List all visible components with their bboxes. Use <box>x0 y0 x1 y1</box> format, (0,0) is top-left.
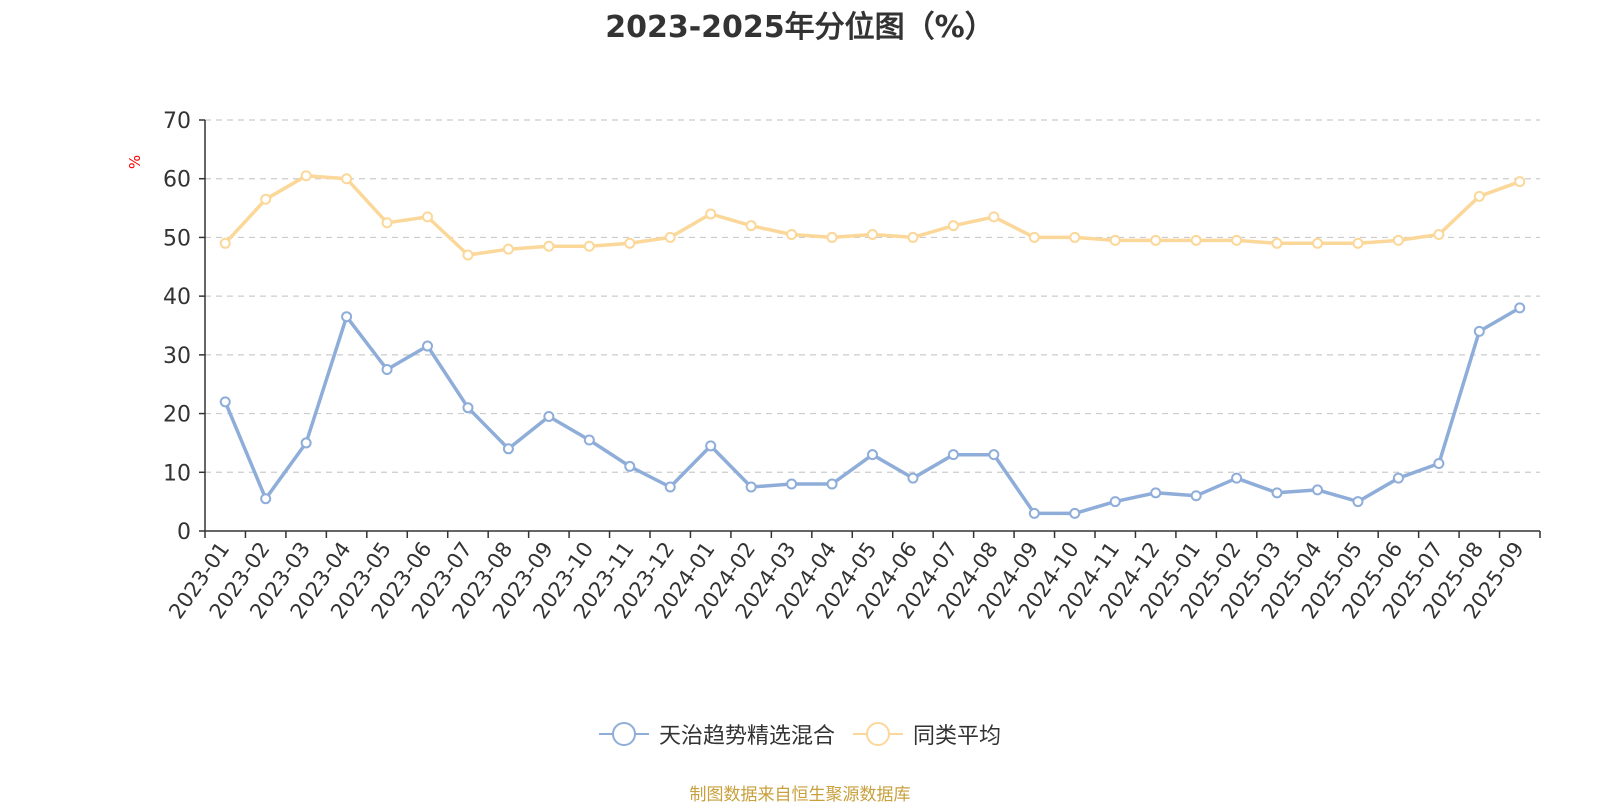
data-point-fund[interactable] <box>1514 302 1526 314</box>
data-point-average[interactable] <box>1433 228 1445 240</box>
data-point-average[interactable] <box>988 211 1000 223</box>
data-point-average[interactable] <box>502 243 514 255</box>
data-point-fund[interactable] <box>422 340 433 352</box>
data-point-average[interactable] <box>260 193 272 205</box>
data-point-fund[interactable] <box>543 411 555 423</box>
data-point-fund[interactable] <box>867 449 878 461</box>
data-point-fund[interactable] <box>260 493 272 505</box>
data-point-fund[interactable] <box>745 481 757 493</box>
data-source-note: 制图数据来自恒生聚源数据库 <box>689 785 911 805</box>
data-point-fund[interactable] <box>1028 507 1040 519</box>
data-point-fund[interactable] <box>1392 472 1404 484</box>
data-point-fund[interactable] <box>624 460 636 472</box>
data-point-fund[interactable] <box>502 443 514 455</box>
data-point-average[interactable] <box>1473 190 1485 202</box>
data-point-average[interactable] <box>1312 237 1323 249</box>
data-point-average[interactable] <box>786 228 798 240</box>
data-point-average[interactable] <box>947 220 959 232</box>
data-point-average[interactable] <box>300 170 312 182</box>
legend: 天治趋势精选混合 同类平均 <box>0 718 1600 750</box>
hollow-circle-icon <box>853 722 903 746</box>
y-tick-label: 20 <box>163 403 191 428</box>
data-point-average[interactable] <box>745 220 757 232</box>
data-point-average[interactable] <box>341 173 353 185</box>
data-point-fund[interactable] <box>1069 507 1081 519</box>
chart-title: 2023-2025年分位图（%） <box>605 10 995 45</box>
data-point-average[interactable] <box>826 231 838 243</box>
series-line-fund <box>223 306 1521 516</box>
data-point-fund[interactable] <box>583 434 595 446</box>
data-point-average[interactable] <box>664 231 676 243</box>
legend-label-average: 同类平均 <box>913 724 1002 749</box>
data-point-fund[interactable] <box>1150 487 1162 499</box>
data-point-average[interactable] <box>462 249 474 261</box>
y-tick-label: 60 <box>163 168 191 193</box>
data-point-fund[interactable] <box>907 472 919 484</box>
data-point-average[interactable] <box>1109 234 1121 246</box>
data-point-fund[interactable] <box>462 402 474 414</box>
data-point-fund[interactable] <box>381 364 393 376</box>
data-point-average[interactable] <box>1028 231 1040 243</box>
y-tick-label: 50 <box>163 226 191 251</box>
data-point-average[interactable] <box>1514 176 1526 188</box>
data-point-average[interactable] <box>543 240 555 252</box>
y-tick-label: 70 <box>163 109 191 134</box>
legend-label-fund: 天治趋势精选混合 <box>658 724 835 749</box>
data-point-average[interactable] <box>1150 234 1162 246</box>
data-point-average[interactable] <box>422 211 433 223</box>
data-point-fund[interactable] <box>300 437 312 449</box>
data-point-fund[interactable] <box>1109 496 1121 508</box>
data-point-fund[interactable] <box>1190 490 1202 502</box>
y-tick-label: 10 <box>163 461 191 486</box>
data-point-average[interactable] <box>1392 234 1404 246</box>
axes: 0102030405060702023-012023-022023-032023… <box>163 109 1541 623</box>
data-point-fund[interactable] <box>1473 325 1485 337</box>
data-point-average[interactable] <box>1352 237 1364 249</box>
data-point-fund[interactable] <box>826 478 838 490</box>
data-point-fund[interactable] <box>705 440 717 452</box>
data-point-fund[interactable] <box>1231 472 1243 484</box>
data-point-average[interactable] <box>907 231 919 243</box>
data-point-average[interactable] <box>1271 237 1283 249</box>
data-point-average[interactable] <box>624 237 636 249</box>
data-point-fund[interactable] <box>786 478 798 490</box>
legend-item-fund[interactable]: 天治趋势精选混合 <box>598 718 835 750</box>
y-tick-label: 0 <box>177 520 191 545</box>
data-point-fund[interactable] <box>947 449 959 461</box>
data-point-average[interactable] <box>705 208 717 220</box>
data-point-fund[interactable] <box>219 396 231 408</box>
legend-item-average[interactable]: 同类平均 <box>853 718 1001 750</box>
y-tick-label: 30 <box>163 344 191 369</box>
data-point-average[interactable] <box>1231 234 1243 246</box>
y-tick-label: 40 <box>163 285 191 310</box>
y-axis-unit-label: % <box>126 155 144 169</box>
data-point-average[interactable] <box>381 217 393 229</box>
hollow-circle-icon <box>598 722 649 746</box>
data-point-fund[interactable] <box>1312 484 1323 496</box>
data-point-average[interactable] <box>1069 231 1081 243</box>
data-point-fund[interactable] <box>1433 457 1445 469</box>
data-point-fund[interactable] <box>664 481 676 493</box>
data-point-average[interactable] <box>867 228 878 240</box>
data-point-average[interactable] <box>1190 234 1202 246</box>
data-point-fund[interactable] <box>341 311 353 323</box>
data-point-average[interactable] <box>583 240 595 252</box>
grid-lines <box>205 119 1540 473</box>
data-point-fund[interactable] <box>988 449 1000 461</box>
series-line-average <box>223 174 1521 257</box>
data-point-average[interactable] <box>219 237 231 249</box>
series-lines <box>219 170 1526 519</box>
data-point-fund[interactable] <box>1352 496 1364 508</box>
data-point-fund[interactable] <box>1271 487 1283 499</box>
